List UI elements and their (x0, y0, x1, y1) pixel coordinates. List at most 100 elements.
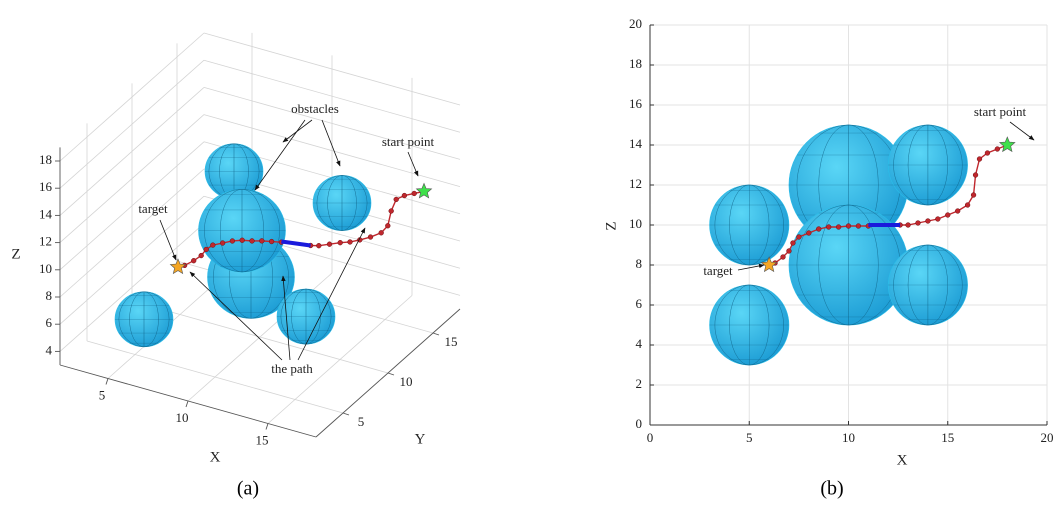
tick-mark (186, 401, 188, 407)
x-tick-label: 5 (99, 387, 106, 402)
path-point (379, 230, 384, 235)
y-tick-label: 6 (636, 296, 643, 311)
path-point (204, 247, 209, 252)
path-point (856, 224, 861, 229)
x-tick-label: 10 (176, 410, 189, 425)
annotation: target (138, 201, 168, 216)
path-point (965, 203, 970, 208)
annotation: start point (382, 134, 435, 149)
path-point (199, 253, 204, 258)
path-point (368, 235, 373, 240)
z-tick-label: 4 (46, 342, 53, 357)
path-point (977, 157, 982, 162)
annotation: the path (271, 361, 313, 376)
annotation: target (703, 263, 733, 278)
z-tick-label: 12 (39, 234, 52, 249)
path-point (906, 223, 911, 228)
start-marker (1000, 137, 1015, 152)
x-tick-label: 20 (1041, 430, 1054, 445)
path-point (385, 223, 390, 228)
annotation-arrow (738, 265, 764, 270)
path-point (973, 173, 978, 178)
y-tick-label: 20 (629, 16, 642, 31)
path-point (935, 217, 940, 222)
path-point (402, 193, 407, 198)
path-point (240, 238, 245, 243)
caption: (a) (237, 478, 259, 500)
x-tick-label: 0 (647, 430, 654, 445)
z-tick-label: 8 (46, 288, 53, 303)
path-point (926, 219, 931, 224)
path-point (191, 258, 196, 263)
grid-line (87, 341, 343, 413)
path-point (316, 243, 321, 248)
path-point (412, 191, 417, 196)
z-tick-label: 6 (46, 315, 53, 330)
annotation-arrow (322, 120, 340, 166)
start-marker (416, 183, 431, 198)
path-point (826, 225, 831, 230)
path-point (389, 209, 394, 214)
z-tick-label: 16 (39, 179, 53, 194)
x-axis-label: X (210, 449, 221, 465)
annotation: start point (974, 104, 1027, 119)
z-tick-label: 14 (39, 206, 53, 221)
path-point (259, 238, 264, 243)
y-tick-label: 18 (629, 56, 642, 71)
path-point (781, 255, 786, 260)
y-tick-label: 8 (636, 256, 643, 271)
tick-mark (388, 373, 394, 375)
y-tick-label: 15 (445, 334, 458, 349)
y-axis-label: Z (603, 221, 619, 230)
x-tick-label: 15 (256, 432, 269, 447)
target-marker (170, 259, 185, 274)
x-tick-label: 5 (746, 430, 753, 445)
path-line (281, 242, 310, 246)
annotation: obstacles (291, 101, 339, 116)
y-tick-label: 5 (358, 414, 365, 429)
z-tick-label: 18 (39, 152, 52, 167)
path-point (230, 239, 235, 244)
path-point (220, 241, 225, 246)
path-point (250, 239, 255, 244)
y-tick-label: 16 (629, 96, 643, 111)
y-tick-label: 4 (636, 336, 643, 351)
y-tick-label: 10 (400, 374, 413, 389)
y-axis-label: Y (415, 431, 426, 447)
y-tick-label: 0 (636, 416, 643, 431)
path-point (394, 197, 399, 202)
path-point (836, 225, 841, 230)
tick-mark (266, 424, 268, 430)
path-point (338, 240, 343, 245)
path-point (327, 242, 332, 247)
x-tick-label: 10 (842, 430, 855, 445)
y-tick-label: 10 (629, 216, 642, 231)
z-tick-label: 10 (39, 261, 52, 276)
x-tick-label: 15 (941, 430, 954, 445)
annotation-arrow (160, 220, 176, 260)
x-axis-label: X (897, 452, 908, 468)
path-point (791, 241, 796, 246)
tick-mark (343, 413, 349, 415)
path-point (816, 227, 821, 232)
annotation-arrow (283, 120, 312, 142)
annotation-arrow (1010, 122, 1034, 140)
path-point (985, 151, 990, 156)
z-axis-label: Z (11, 246, 20, 262)
path-point (846, 224, 851, 229)
path-point (806, 231, 811, 236)
figure: (a) (b) 5 10 15 5 10 15 4 6 8 10 12 14 16 18 X Y Zobstac… (0, 0, 1057, 505)
caption: (b) (820, 478, 843, 500)
y-tick-label: 2 (636, 376, 643, 391)
path-point (945, 213, 950, 218)
path-point (210, 243, 215, 248)
path-point (796, 235, 801, 240)
path-point (269, 239, 274, 244)
y-tick-label: 14 (629, 136, 643, 151)
path-point (787, 249, 792, 254)
path-point (916, 221, 921, 226)
path-point (955, 209, 960, 214)
path-point (995, 147, 1000, 152)
tick-mark (433, 333, 439, 335)
path-point (348, 240, 353, 245)
